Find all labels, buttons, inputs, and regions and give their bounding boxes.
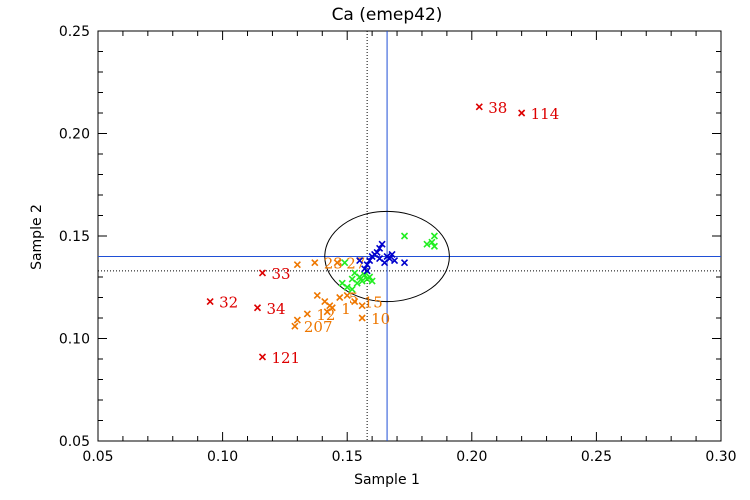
x-tick-label: 0.30	[705, 449, 736, 465]
data-point	[303, 310, 311, 318]
confidence-ellipse	[324, 210, 450, 303]
data-point	[313, 291, 321, 300]
plot-area: 0.05 0.10 0.15 0.20 0.25 0.30 0.05 0.10 0.15 0.20…	[59, 24, 737, 465]
data-point	[388, 250, 396, 259]
series-inner-blue	[356, 240, 409, 275]
data-point-label: 15	[364, 294, 383, 312]
data-point	[353, 279, 361, 287]
plot-frame	[97, 30, 722, 442]
data-point	[366, 257, 374, 265]
data-point-label: 207	[304, 318, 333, 336]
data-point-label: 10	[371, 310, 390, 328]
data-point-label: 23	[324, 255, 343, 273]
data-point-label: 5	[349, 290, 359, 308]
data-point	[376, 244, 384, 252]
data-point	[358, 314, 366, 322]
data-point-label: 34	[266, 300, 285, 318]
data-point	[293, 261, 301, 269]
data-point	[430, 232, 438, 240]
data-point	[343, 283, 351, 291]
y-tick-label: 0.05	[59, 434, 90, 450]
x-tick-label: 0.25	[581, 449, 612, 465]
data-point	[423, 240, 431, 248]
data-point	[363, 261, 371, 269]
x-tick-label: 0.05	[82, 449, 113, 465]
data-point-label: 1	[341, 300, 351, 318]
data-point-label: 114	[531, 105, 560, 123]
data-point	[430, 242, 438, 250]
y-tick-label: 0.15	[59, 229, 90, 245]
x-axis-title: Sample 1	[354, 472, 420, 488]
y-tick-label: 0.10	[59, 332, 90, 348]
data-point-label: 32	[219, 294, 238, 312]
y-axis-title: Sample 2	[29, 204, 45, 270]
data-point	[356, 257, 364, 265]
y-tick-label: 0.20	[59, 127, 90, 143]
data-point	[366, 273, 374, 281]
data-point	[206, 298, 214, 306]
data-point-label: 121	[271, 349, 300, 367]
data-point	[341, 259, 349, 267]
data-point	[348, 285, 356, 293]
data-point	[333, 259, 341, 267]
data-point	[475, 103, 483, 111]
x-tick-label: 0.20	[456, 449, 487, 465]
data-point	[373, 248, 381, 256]
data-point	[358, 277, 366, 285]
data-point	[378, 240, 386, 248]
data-point	[518, 109, 526, 117]
data-point	[291, 322, 299, 330]
data-point	[356, 273, 364, 281]
chart-title: Ca (emep42)	[332, 5, 443, 25]
data-point	[363, 267, 371, 275]
data-point	[400, 259, 409, 267]
data-point	[400, 232, 409, 240]
data-point	[351, 298, 359, 306]
data-point-label: 12	[316, 306, 335, 324]
data-point-label: 38	[488, 99, 507, 117]
data-point	[361, 271, 369, 279]
data-point	[390, 257, 399, 265]
data-point	[293, 316, 301, 324]
data-point	[368, 277, 376, 285]
data-point	[253, 304, 262, 312]
data-point	[343, 291, 351, 300]
data-point	[428, 238, 436, 246]
series-inner-green	[338, 232, 438, 293]
data-point	[258, 353, 267, 361]
data-point	[258, 269, 267, 277]
y-tick-label: 0.25	[59, 24, 90, 40]
data-point	[358, 302, 366, 310]
x-tick-label: 0.15	[332, 449, 363, 465]
data-point	[328, 304, 336, 312]
data-point	[336, 293, 344, 302]
data-point-label: 33	[271, 265, 290, 283]
data-point	[385, 254, 394, 263]
x-tick-label: 0.10	[207, 449, 238, 465]
data-point	[311, 259, 319, 267]
